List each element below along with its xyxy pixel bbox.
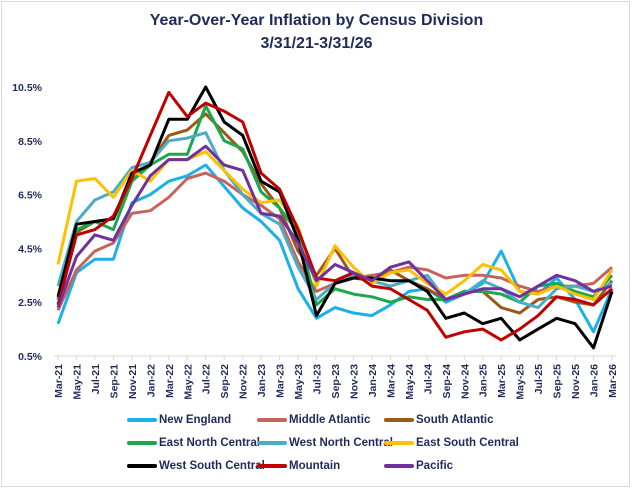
legend-label: Middle Atlantic — [289, 414, 371, 426]
legend-item: Pacific — [384, 460, 453, 472]
series-line-mountain — [56, 90, 613, 342]
legend-label: East South Central — [416, 437, 519, 449]
x-tick-label: Jan-25 — [478, 364, 490, 397]
x-tick-label: Sep-24 — [441, 364, 453, 399]
x-tick-label: Jul-23 — [312, 364, 324, 395]
x-tick-label: Sep-23 — [330, 364, 342, 399]
x-tick-label: May-22 — [182, 364, 194, 400]
x-tick-label: Jan-22 — [145, 364, 157, 397]
y-tick-label: 0.5% — [18, 351, 43, 363]
x-tick-label: Jan-23 — [256, 364, 268, 397]
legend-item: West South Central — [127, 460, 265, 472]
chart-subtitle: 3/31/21-3/31/26 — [260, 35, 373, 52]
legend-item: South Atlantic — [384, 414, 494, 426]
x-tick-label: Jul-25 — [533, 364, 545, 395]
legend-item: West North Central — [257, 437, 393, 449]
y-tick-label: 6.5% — [18, 190, 43, 202]
x-tick-label: Jul-24 — [422, 364, 434, 395]
legend-label: Mountain — [289, 460, 341, 472]
legend-swatch — [384, 441, 414, 445]
y-tick-label: 10.5% — [12, 82, 42, 94]
legend-item: New England — [127, 414, 231, 426]
x-tick-label: Mar-21 — [53, 364, 65, 398]
legend-label: East North Central — [159, 437, 260, 449]
x-tick-label: Nov-25 — [570, 364, 582, 399]
series-line-east-south-central — [56, 150, 614, 301]
legend-label: West South Central — [159, 460, 265, 472]
x-tick-label: Sep-21 — [108, 364, 120, 399]
legend-swatch — [257, 418, 287, 422]
x-tick-label: Mar-24 — [385, 364, 397, 398]
x-tick-label: May-24 — [404, 364, 416, 400]
legend-swatch — [127, 418, 157, 422]
y-tick-label: 8.5% — [18, 136, 43, 148]
x-tick-label: Mar-22 — [164, 364, 176, 398]
x-tick-label: Jan-26 — [589, 364, 601, 397]
x-tick-label: Nov-23 — [348, 364, 360, 399]
legend-item: East South Central — [384, 437, 519, 449]
x-tick-label: Jul-22 — [201, 364, 213, 395]
legend-item: Mountain — [257, 460, 340, 472]
x-tick-label: Mar-23 — [275, 364, 287, 398]
x-tick-label: Nov-24 — [459, 364, 471, 399]
x-tick-label: Nov-21 — [127, 364, 139, 399]
x-tick-label: May-21 — [71, 364, 83, 400]
x-tick-label: Nov-22 — [238, 364, 250, 399]
legend-swatch — [127, 464, 157, 468]
series-line-east-north-central — [56, 104, 614, 307]
x-tick-label: Jan-24 — [367, 364, 379, 397]
series-line-west-south-central — [56, 85, 614, 350]
legend-item: Middle Atlantic — [257, 414, 370, 426]
legend-swatch — [384, 464, 414, 468]
legend-swatch — [127, 441, 157, 445]
x-tick-label: May-25 — [515, 364, 527, 400]
y-tick-label: 4.5% — [18, 243, 43, 255]
legend-swatch — [384, 418, 414, 422]
x-tick-label: May-23 — [293, 364, 305, 400]
legend-label: West North Central — [289, 437, 393, 449]
x-tick-label: Mar-26 — [607, 364, 619, 398]
x-tick-label: Jul-21 — [90, 364, 102, 395]
legend-swatch — [257, 441, 287, 445]
x-tick-label: Sep-22 — [219, 364, 231, 399]
x-tick-label: Mar-25 — [496, 364, 508, 398]
series-line-pacific — [56, 144, 613, 309]
x-tick-label: Sep-25 — [552, 364, 564, 399]
legend-label: South Atlantic — [416, 414, 494, 426]
chart-title: Year-Over-Year Inflation by Census Divis… — [149, 12, 484, 29]
legend-swatch — [257, 464, 287, 468]
legend-label: New England — [159, 414, 232, 426]
legend-item: East North Central — [127, 437, 260, 449]
legend-label: Pacific — [416, 460, 454, 472]
y-tick-label: 2.5% — [18, 297, 43, 309]
